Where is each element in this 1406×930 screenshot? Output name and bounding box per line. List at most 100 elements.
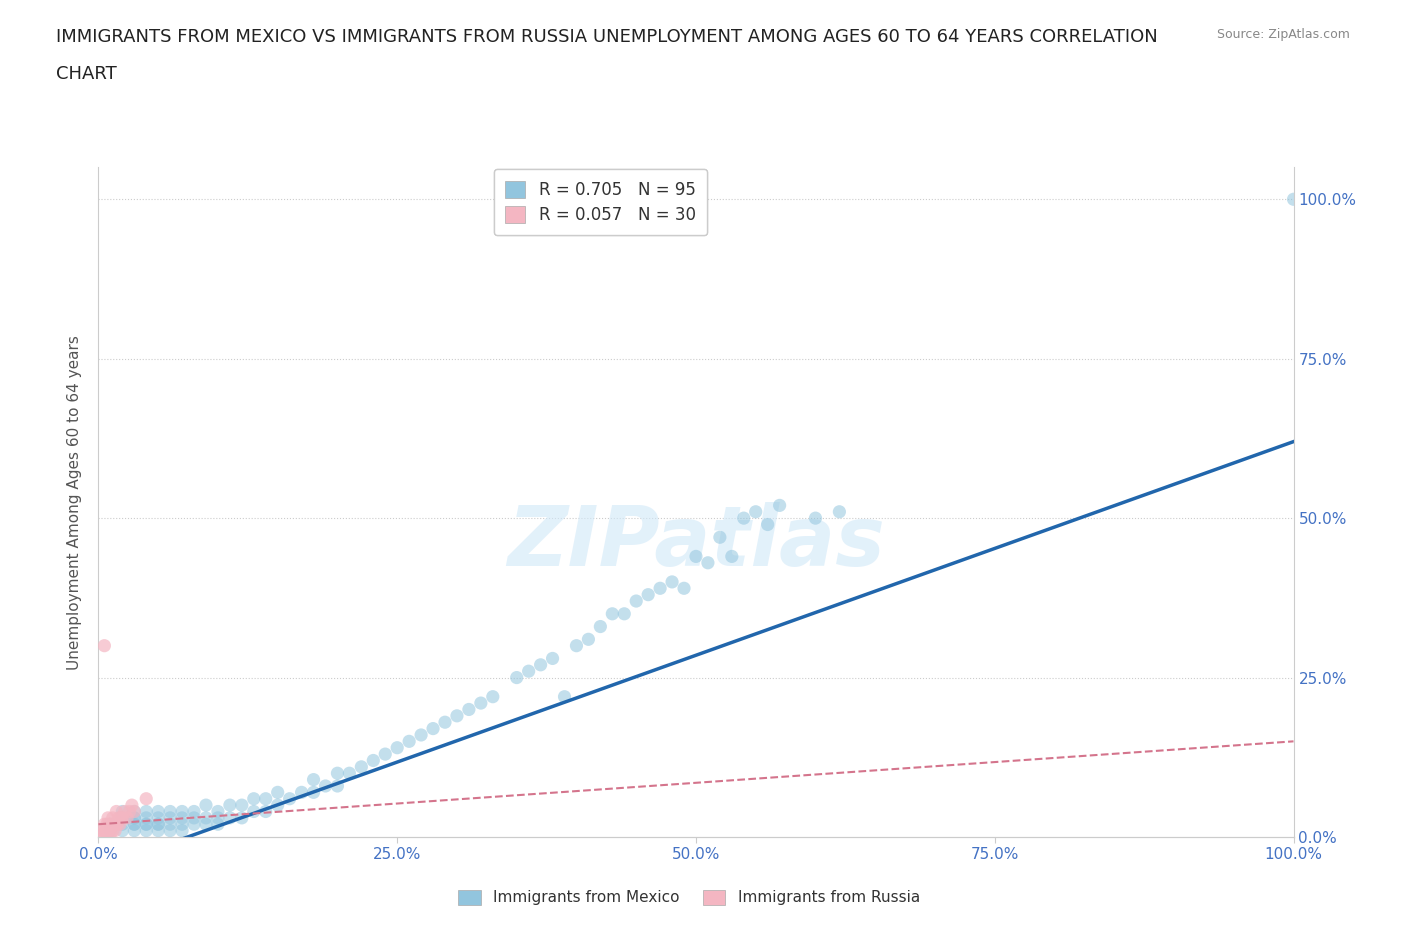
Point: [433, 715, 456, 730]
Point: [183, 810, 205, 825]
Point: [103, 817, 125, 831]
Point: [148, 817, 170, 831]
Point: [302, 785, 325, 800]
Point: [107, 817, 129, 831]
Point: [148, 810, 170, 825]
Point: [124, 804, 146, 819]
Point: [105, 804, 128, 819]
Point: [756, 517, 779, 532]
Point: [93, 638, 115, 653]
Point: [385, 740, 409, 755]
Point: [733, 511, 755, 525]
Point: [648, 581, 672, 596]
Point: [148, 804, 170, 819]
Point: [207, 817, 229, 831]
Point: [219, 810, 242, 825]
Point: [135, 810, 157, 825]
Point: [254, 791, 277, 806]
Point: [124, 804, 146, 819]
Point: [93, 827, 115, 842]
Point: [111, 817, 134, 831]
Point: [626, 593, 648, 608]
Point: [481, 689, 505, 704]
Legend: Immigrants from Mexico, Immigrants from Russia: Immigrants from Mexico, Immigrants from …: [450, 883, 928, 913]
Point: [101, 810, 124, 825]
Point: [135, 804, 157, 819]
Point: [118, 804, 141, 819]
Point: [101, 823, 124, 838]
Point: [172, 810, 194, 825]
Point: [159, 817, 181, 831]
Point: [124, 817, 146, 831]
Point: [326, 765, 349, 780]
Text: IMMIGRANTS FROM MEXICO VS IMMIGRANTS FROM RUSSIA UNEMPLOYMENT AMONG AGES 60 TO 6: IMMIGRANTS FROM MEXICO VS IMMIGRANTS FRO…: [56, 28, 1159, 46]
Point: [398, 734, 420, 749]
Point: [804, 511, 827, 525]
Point: [98, 827, 122, 842]
Point: [613, 606, 636, 621]
Point: [637, 587, 659, 602]
Point: [124, 810, 146, 825]
Point: [243, 791, 266, 806]
Point: [93, 817, 115, 831]
Point: [194, 817, 218, 831]
Point: [172, 817, 194, 831]
Point: [219, 798, 242, 813]
Point: [98, 823, 122, 838]
Point: [685, 549, 707, 564]
Point: [110, 810, 132, 825]
Point: [115, 810, 138, 825]
Point: [302, 772, 325, 787]
Point: [172, 823, 194, 838]
Point: [529, 658, 551, 672]
Point: [745, 504, 768, 519]
Point: [124, 823, 146, 838]
Point: [554, 689, 576, 704]
Point: [267, 798, 290, 813]
Point: [194, 798, 218, 813]
Point: [254, 804, 277, 819]
Point: [121, 798, 143, 813]
Point: [159, 823, 181, 838]
Point: [576, 631, 599, 646]
Point: [98, 817, 122, 831]
Point: [458, 702, 481, 717]
Point: [541, 651, 564, 666]
Point: [207, 804, 229, 819]
Point: [183, 804, 205, 819]
Point: [111, 823, 134, 838]
Point: [470, 696, 492, 711]
Point: [108, 817, 131, 831]
Point: [446, 709, 468, 724]
Point: [661, 575, 683, 590]
Text: ZIPatlas: ZIPatlas: [508, 502, 884, 583]
Point: [422, 721, 444, 736]
Point: [1282, 192, 1305, 206]
Point: [124, 810, 146, 825]
Point: [135, 791, 157, 806]
Point: [673, 581, 696, 596]
Point: [159, 804, 181, 819]
Point: [97, 823, 120, 838]
Point: [267, 785, 290, 800]
Point: [411, 727, 433, 742]
Point: [231, 798, 253, 813]
Point: [135, 823, 157, 838]
Point: [91, 827, 114, 842]
Point: [107, 810, 129, 825]
Point: [98, 817, 122, 831]
Text: CHART: CHART: [56, 65, 117, 83]
Point: [159, 810, 181, 825]
Point: [768, 498, 790, 512]
Point: [135, 817, 157, 831]
Point: [111, 810, 134, 825]
Point: [589, 619, 612, 634]
Point: [194, 810, 218, 825]
Point: [98, 817, 121, 831]
Point: [697, 555, 720, 570]
Point: [172, 804, 194, 819]
Point: [326, 778, 349, 793]
Point: [339, 765, 360, 780]
Legend: R = 0.705   N = 95, R = 0.057   N = 30: R = 0.705 N = 95, R = 0.057 N = 30: [494, 169, 707, 235]
Point: [315, 778, 337, 793]
